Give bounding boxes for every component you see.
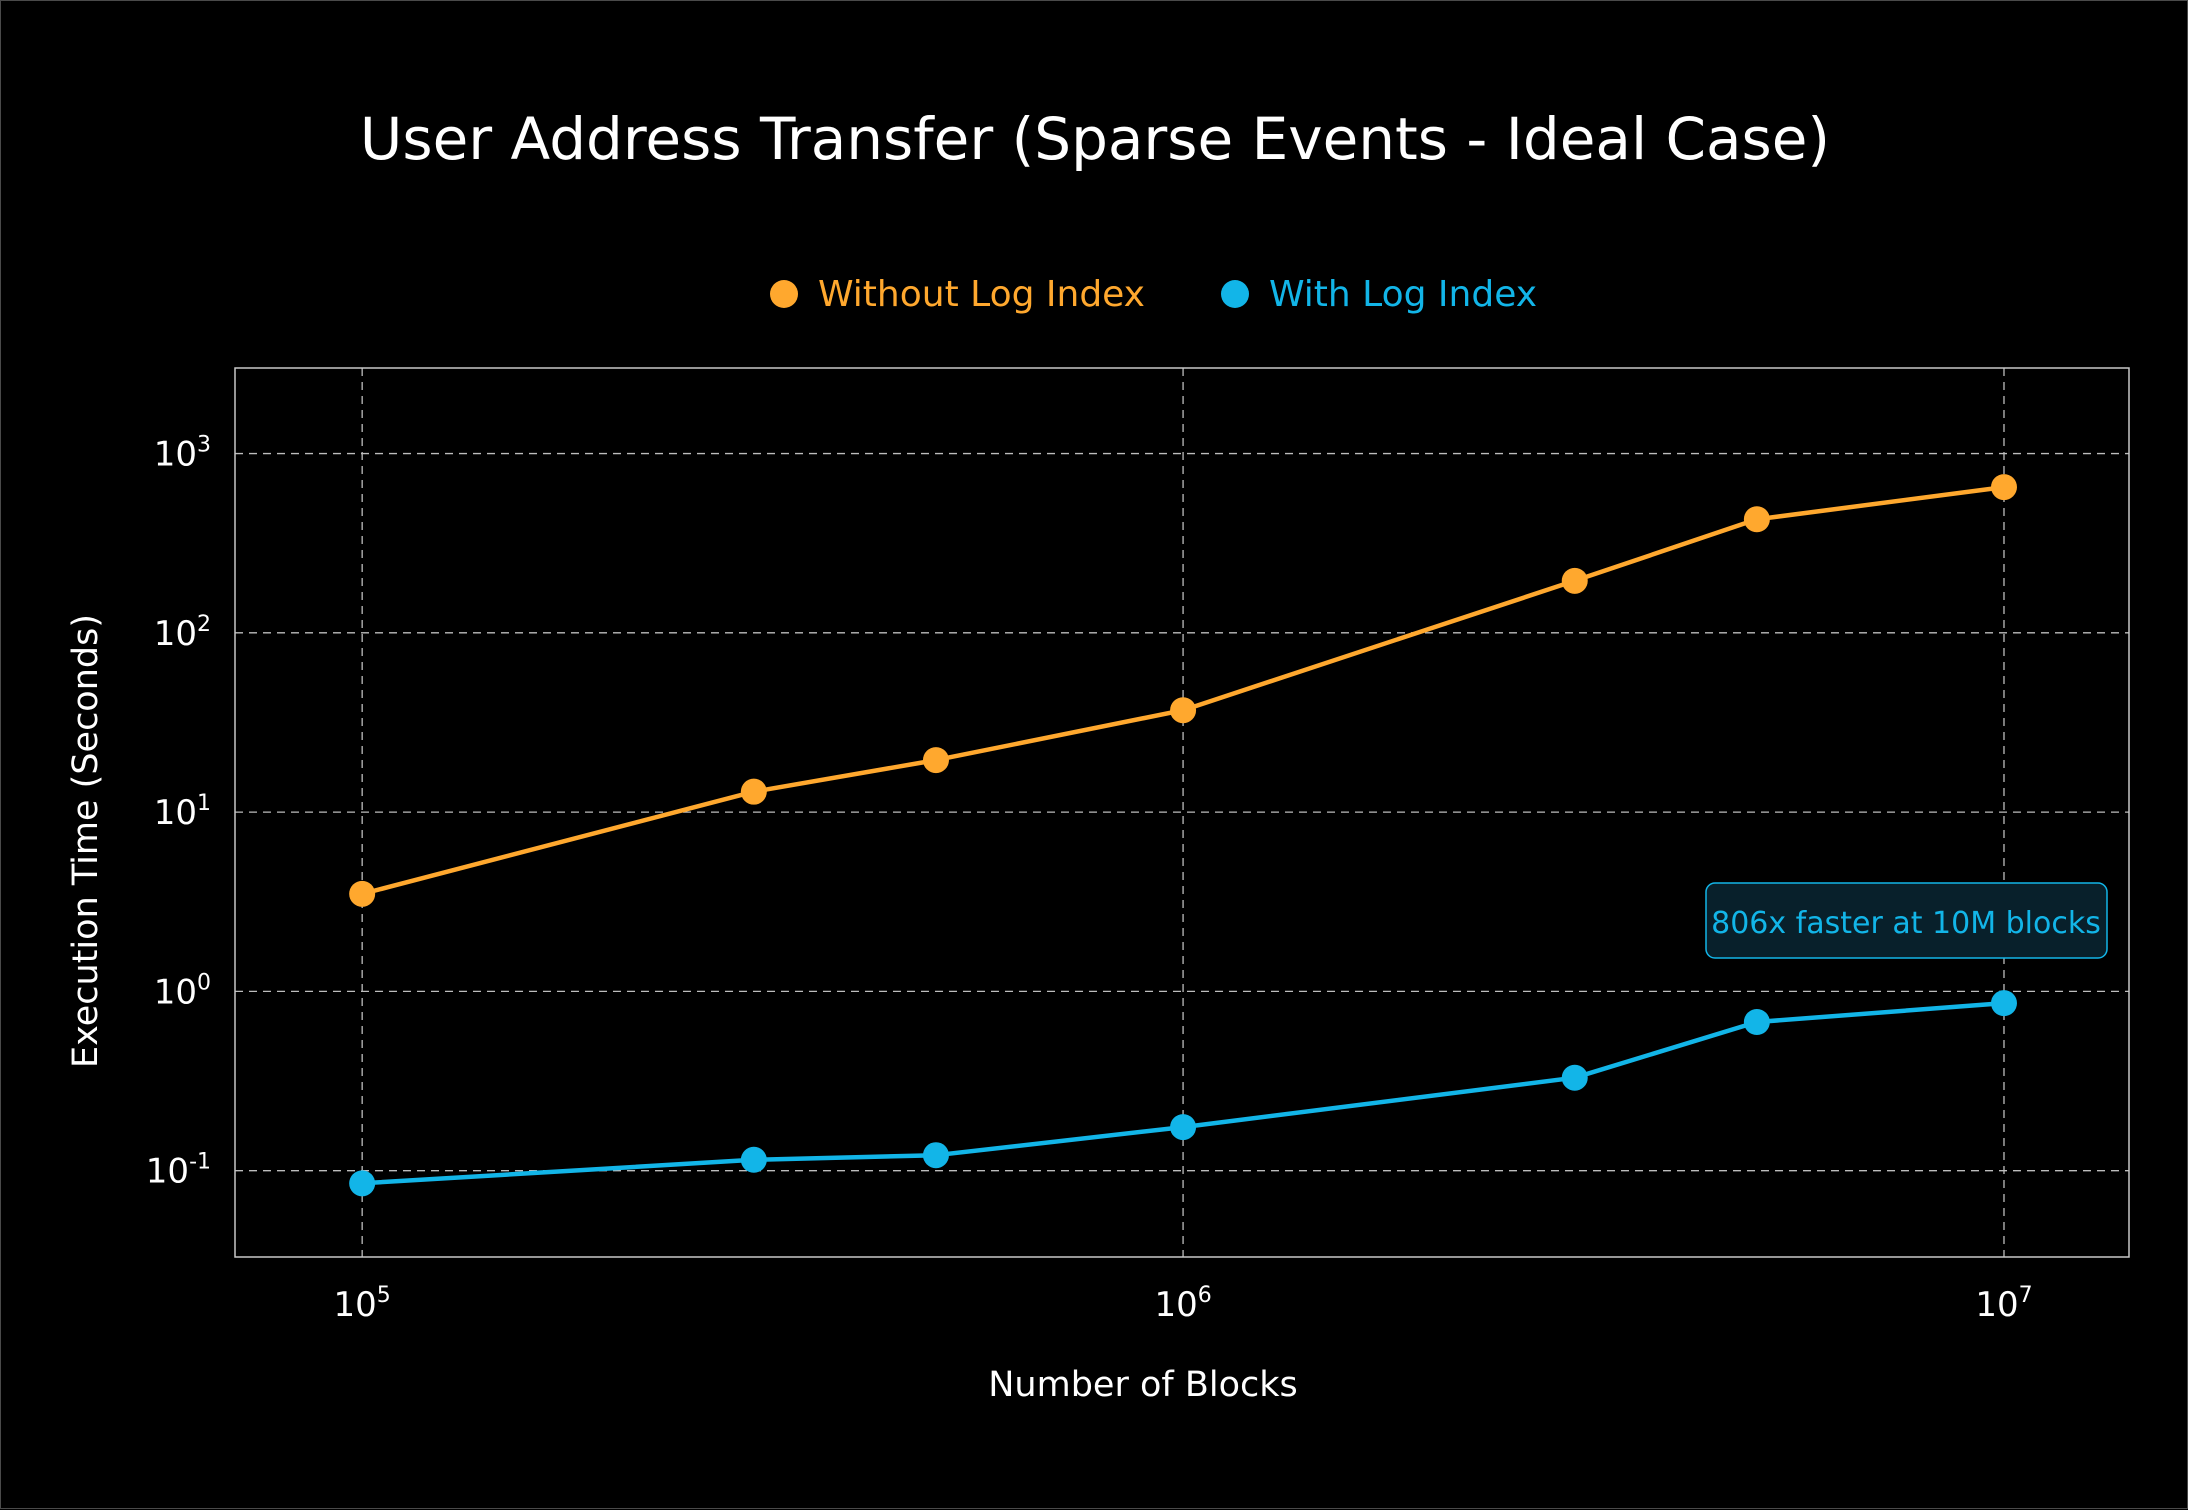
legend-item-with-log-index[interactable]: With Log Index [1221,274,1537,315]
y-axis-label: Execution Time (Seconds) [66,614,106,1068]
legend-label-with-log-index: With Log Index [1269,274,1537,315]
data-point-without-log-index[interactable] [1990,474,2017,501]
legend-item-without-log-index[interactable]: Without Log Index [770,274,1145,315]
x-axis-label: Number of Blocks [988,1365,1297,1405]
legend-label-without-log-index: Without Log Index [818,274,1145,315]
x-tick-label: 105 [334,1283,391,1325]
plot-area-border [234,367,2130,1258]
data-point-with-log-index[interactable] [1561,1064,1588,1091]
data-point-with-log-index[interactable] [922,1142,949,1169]
data-point-with-log-index[interactable] [349,1170,376,1197]
data-point-with-log-index[interactable] [1990,990,2017,1017]
data-point-with-log-index[interactable] [1170,1114,1197,1141]
chart-title: User Address Transfer (Sparse Events - I… [360,105,1830,173]
data-point-without-log-index[interactable] [1170,697,1197,724]
annotation-text: 806x faster at 10M blocks [1711,906,2101,941]
annotation-box [1705,882,2108,959]
data-point-without-log-index[interactable] [740,778,767,805]
legend-marker-without-log-index [770,280,798,308]
data-point-with-log-index[interactable] [1743,1008,1770,1035]
legend: Without Log Index With Log Index [770,274,1537,315]
data-point-without-log-index[interactable] [922,747,949,774]
data-point-with-log-index[interactable] [740,1146,767,1173]
annotation-callout: 806x faster at 10M blocks [1705,882,2108,959]
series [349,474,2017,1197]
y-tick-label: 100 [154,970,211,1012]
data-point-without-log-index[interactable] [1561,567,1588,594]
data-point-without-log-index[interactable] [349,880,376,907]
series-with-log-index [349,990,2017,1197]
y-tick-label: 103 [154,433,211,475]
x-tick-label: 106 [1154,1283,1211,1325]
data-point-without-log-index[interactable] [1743,506,1770,533]
x-tick-label: 107 [1975,1283,2032,1325]
y-tick-label: 102 [154,612,211,654]
series-without-log-index [349,474,2017,907]
y-tick-label: 101 [154,791,211,833]
y-tick-label: 10-1 [146,1150,211,1192]
legend-marker-with-log-index [1221,280,1249,308]
axis-ticks: 105 106 107 10-1 100 101 102 103 [146,433,2033,1325]
